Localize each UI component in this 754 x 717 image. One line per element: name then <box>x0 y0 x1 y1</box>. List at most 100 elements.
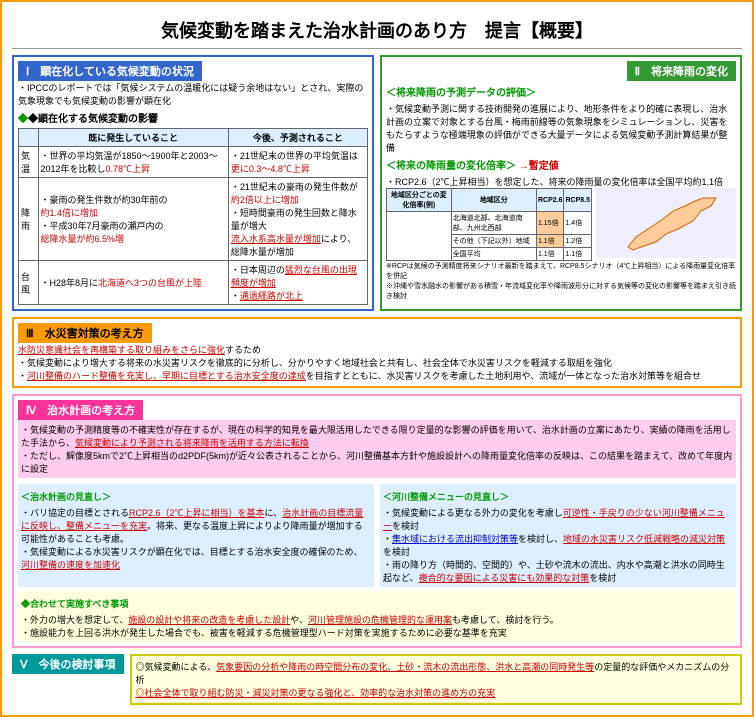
t: を検討し、 <box>518 534 563 544</box>
r1a: 気温 <box>19 147 39 178</box>
r3c: ・日本周辺の猛烈な台風の出現頻度が増加・通過経路が北上 <box>228 261 367 305</box>
t: 通過経路が北上 <box>240 291 303 301</box>
t: するため <box>225 345 261 355</box>
mtc: 1.2倍 <box>564 235 592 248</box>
mtc: その他（下記以外）地域 <box>451 235 536 248</box>
s4-box2: ＜河川整備メニューの見直し＞ ・気候変動による更なる外力の変化を考慮し可逆性・手… <box>380 484 736 587</box>
mtc: 1.1倍 <box>536 235 564 248</box>
s4-box3: ◆合わせて実施すべき事項 ・外力の増大を想定して、施設の設計や将来の改造を考慮し… <box>18 591 736 642</box>
t: 約1.4倍に増加 <box>41 208 99 218</box>
s1-table: 既に発生していること今後、予測されること 気温 ・世界の平均気温が1850～19… <box>18 128 368 305</box>
t: ＜将来の降雨量の変化倍率＞ <box>386 161 516 172</box>
t: ・ <box>231 291 240 301</box>
t: ・21世紀末の世界の平均気温は <box>231 151 358 161</box>
t: ・21世紀末の豪雨の発生件数が <box>231 182 358 192</box>
t: ・気候変動による更なる外力の変化を考慮し <box>383 508 563 518</box>
mtc: 1.1倍 <box>536 248 564 261</box>
mtc: 1.15倍 <box>536 212 564 235</box>
t: 複合的な要因による災害にも効果的な対策 <box>419 573 590 583</box>
section-3: Ⅲ 水災害対策の考え方 水防災意識社会を再構築する取り組みをさらに強化するため … <box>12 317 742 388</box>
t: 0.78℃上昇 <box>106 164 151 174</box>
s2-note: ※RCPは気候の予測精度将来シナリオ最新を踏まえて、RCP8.5シナリオ（4℃上… <box>386 261 736 301</box>
t: 北海道へ3つの台風が上陸 <box>98 278 202 288</box>
t: ・バリ協定の目標とされる <box>21 508 129 518</box>
th2: 既に発生していること <box>38 129 228 147</box>
s2-sub1: ＜将来降雨の予測データの評価＞ <box>386 84 736 99</box>
s2-sub2: ＜将来の降雨量の変化倍率＞ →暫定値 <box>386 157 736 172</box>
s3-body: 水防災意識社会を再構築する取り組みをさらに強化するため ・気候変動により増大する… <box>18 343 736 382</box>
t: 更に0.3～4.8℃上昇 <box>231 164 310 174</box>
t: ・ <box>383 534 392 544</box>
s2-t2: ・RCP2.6（2℃上昇相当）を想定した、将来の降雨量の変化倍率は全国平均約1.… <box>386 175 736 188</box>
t: ・日本周辺の <box>231 265 285 275</box>
s1-header: Ⅰ 顕在化している気候変動の状況 <box>18 61 202 81</box>
t: 気象要因の分析や降雨の時空間分布の変化、土砂・流木の流出形態、洪水と高潮の同時発… <box>216 662 594 672</box>
mth: 地域区分 <box>451 189 536 212</box>
section-1: Ⅰ 顕在化している気候変動の状況 ・IPCCのレポートでは「気候システムの温暖化… <box>12 55 374 311</box>
t: ・短時間豪雨の発生回数と降水量が増大 <box>231 208 357 231</box>
mth: RCP2.6 <box>536 189 564 212</box>
mtc: 北海道北部、北海道南部、九州北西部 <box>451 212 536 235</box>
t: に、 <box>265 508 283 518</box>
t: RCP2.6（2℃上昇に相当）を基本 <box>129 508 265 518</box>
section-5: ◎気候変動による、気象要因の分析や降雨の時空間分布の変化、土砂・流木の流出形態、… <box>130 654 742 705</box>
r3a: 台風 <box>19 261 39 305</box>
section-4: Ⅳ 治水計画の考え方 ・気候変動の予測精度等の不確実性が存在するが、現在の科学的… <box>12 394 742 648</box>
t: ・平成30年7月豪雨の瀬戸内の <box>41 221 164 231</box>
t: ・気候変動により増大する将来の水災害リスクを徹底的に分析し、分かりやすく地域社会… <box>18 358 612 368</box>
t: 河川管理施設の危機管理的な運用案 <box>308 615 452 625</box>
t: ・気候変動による水災害リスクが顕在化では、目標とする治水安全度の確保のため、 <box>21 547 362 557</box>
t: ・H28年8月に <box>41 278 99 288</box>
t: 施設の設計や将来の改造を考慮した設計 <box>128 615 290 625</box>
t: 集水域における流出抑制対策等 <box>392 534 518 544</box>
s1-intro: ・IPCCのレポートでは「気候システムの温暖化には疑う余地はない」とされ、実際の… <box>18 81 368 107</box>
s3-header: Ⅲ 水災害対策の考え方 <box>18 323 152 343</box>
t: ◎気候変動による、 <box>136 662 217 672</box>
t: ・外力の増大を想定して、 <box>21 615 128 625</box>
t: ・豪雨の発生件数が約30年前の <box>41 195 168 205</box>
s2-t1: ・気候変動予測に関する技術開発の進展により、地形条件をより的確に表現し、治水計画… <box>386 102 736 154</box>
h: ＜河川整備メニューの見直し＞ <box>383 490 733 503</box>
t: 気候変動により予測される将来降雨を活用する方法に転換 <box>75 438 309 448</box>
s4-intro: ・気候変動の予測精度等の不確実性が存在するが、現在の科学的知見を最大限活用したで… <box>18 420 736 478</box>
s2-header: Ⅱ 将来降雨の変化 <box>627 61 736 81</box>
mtc: 1.4倍 <box>564 212 592 235</box>
s5-header: Ⅴ 今後の検討事項 <box>12 654 124 674</box>
t: ◎社会全体で取り組む防災・減災対策の更なる強化と、効率的な治水対策の進め方の充実 <box>136 688 496 698</box>
t: ・ただし、解像度5kmで2℃上昇相当のd2PDF(5km)が近々公表されることか… <box>21 451 732 474</box>
t: を検討 <box>392 521 419 531</box>
r1c: ・21世紀末の世界の平均気温は更に0.3～4.8℃上昇 <box>228 147 367 178</box>
t: 水防災意識社会を再構築する取り組みをさらに強化 <box>18 345 225 355</box>
mth: 地域区分ごとの変化倍率(例) <box>387 189 452 212</box>
r1b: ・世界の平均気温が1850～1900年と2003～2012年を比較し0.78℃上… <box>38 147 228 178</box>
s1-sub-text: ◆顕在化する気候変動の影響 <box>28 114 158 125</box>
th3: 今後、予測されること <box>228 129 367 147</box>
t: を検討 <box>383 547 410 557</box>
japan-map-icon <box>596 188 736 258</box>
s1-sub: ◆◆顕在化する気候変動の影響 <box>18 110 368 125</box>
section-2: Ⅱ 将来降雨の変化 ＜将来降雨の予測データの評価＞ ・気候変動予測に関する技術開… <box>380 55 742 311</box>
r2b: ・豪雨の発生件数が約30年前の約1.4倍に増加・平成30年7月豪雨の瀬戸内の総降… <box>38 178 228 261</box>
t: を目指すとともに、水災害リスクを考慮した土地利用や、流域が一体となった治水対策等… <box>306 371 701 381</box>
mth: RCP8.5 <box>564 189 592 212</box>
s4-box1: ＜治水計画の見直し＞ ・バリ協定の目標とされるRCP2.6（2℃上昇に相当）を基… <box>18 484 374 587</box>
r3b: ・H28年8月に北海道へ3つの台風が上陸 <box>38 261 228 305</box>
h: ＜治水計画の見直し＞ <box>21 490 371 503</box>
page-title: 気候変動を踏まえた治水計画のあり方 提言【概要】 <box>12 12 742 49</box>
t: 流入水系高水量が増加 <box>231 234 321 244</box>
t: 河川整備の速度を加速化 <box>21 560 120 570</box>
t: も考慮して、検討を行う。 <box>452 615 559 625</box>
mtc: 1.1倍 <box>564 248 592 261</box>
t: 総降水量が約6.5%増 <box>41 234 125 244</box>
s2-mini-table: 地域区分ごとの変化倍率(例)地域区分RCP2.6RCP8.5 北海道北部、北海道… <box>386 188 592 261</box>
t: ・ <box>18 371 27 381</box>
t: を検討 <box>589 573 616 583</box>
mtc: 全国平均 <box>451 248 536 261</box>
t: や、 <box>290 615 308 625</box>
s4-header: Ⅳ 治水計画の考え方 <box>18 400 143 420</box>
h: ◆合わせて実施すべき事項 <box>21 597 733 610</box>
tag: →暫定値 <box>519 161 559 172</box>
t: 地域の水災害リスク低減戦略の減災対策 <box>563 534 725 544</box>
r2c: ・21世紀末の豪雨の発生件数が約2倍以上に増加・短時間豪雨の発生回数と降水量が増… <box>228 178 367 261</box>
t: 河川整備のハード整備を充実し、早期に目標とする治水安全度の達成 <box>27 371 306 381</box>
